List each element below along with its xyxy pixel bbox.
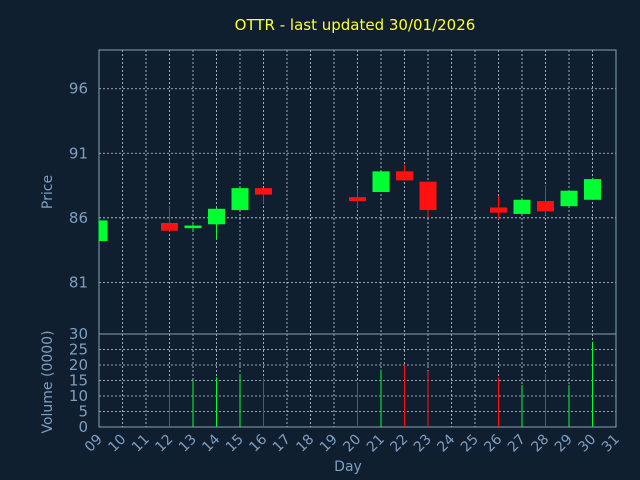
x-axis-label: Day xyxy=(334,459,362,475)
candle-body xyxy=(513,199,531,214)
x-tick-label: 25 xyxy=(458,432,482,456)
candle-body xyxy=(184,225,202,229)
candlestick xyxy=(349,188,366,208)
x-tick-label: 15 xyxy=(223,432,247,456)
volume-tick-label: 10 xyxy=(69,387,88,405)
candlestick xyxy=(208,207,225,239)
x-tick-label: 14 xyxy=(199,431,223,455)
volume-tick-label: 5 xyxy=(78,403,88,421)
candlestick xyxy=(372,171,390,192)
x-tick-label: 19 xyxy=(317,432,341,456)
x-tick-label: 29 xyxy=(552,432,576,456)
x-tick-label: 31 xyxy=(599,432,623,456)
x-tick-label: 28 xyxy=(528,432,552,456)
candlestick xyxy=(184,224,202,231)
candlestick xyxy=(255,188,272,204)
candle-body xyxy=(419,181,437,211)
x-tick-label: 23 xyxy=(411,432,435,456)
candle-body xyxy=(99,220,108,242)
candlestick xyxy=(490,195,507,220)
candle-body xyxy=(161,222,178,231)
x-tick-label: 27 xyxy=(505,432,529,456)
candlestick xyxy=(584,177,601,200)
candle-body xyxy=(255,188,272,195)
x-tick-label: 20 xyxy=(340,432,364,456)
candle-body xyxy=(208,208,225,225)
price-tick-label: 96 xyxy=(69,80,88,98)
volume-tick-label: 15 xyxy=(69,372,88,390)
candle-body xyxy=(584,179,601,200)
candle-body xyxy=(372,171,390,192)
candlestick xyxy=(537,185,554,216)
chart-title: OTTR - last updated 30/01/2026 xyxy=(235,16,476,34)
x-tick-label: 21 xyxy=(364,432,388,456)
price-tick-label: 86 xyxy=(69,209,88,227)
price-axis-label: Price xyxy=(40,175,56,209)
volume-tick-label: 0 xyxy=(78,418,88,436)
x-tick-label: 16 xyxy=(246,431,270,455)
x-tick-label: 24 xyxy=(434,431,458,455)
x-tick-label: 12 xyxy=(152,432,176,456)
candlestick xyxy=(513,199,531,214)
candlestick xyxy=(560,190,578,207)
candle-body xyxy=(560,190,578,207)
candlestick xyxy=(98,219,108,242)
candle-body xyxy=(396,171,413,181)
x-tick-label: 18 xyxy=(293,432,317,456)
x-tick-label: 17 xyxy=(270,432,294,456)
price-tick-label: 91 xyxy=(69,144,88,162)
x-tick-label: 30 xyxy=(575,432,599,456)
candle-body xyxy=(490,207,507,213)
candle-body xyxy=(231,188,249,211)
price-tick-label: 81 xyxy=(69,273,88,291)
volume-tick-label: 20 xyxy=(69,356,88,374)
x-tick-label: 22 xyxy=(387,432,411,456)
volume-tick-label: 30 xyxy=(69,325,88,343)
x-tick-label: 11 xyxy=(129,432,153,456)
candle-body xyxy=(349,197,366,202)
x-tick-label: 26 xyxy=(481,431,505,455)
x-tick-label: 10 xyxy=(105,432,129,456)
x-tick-label: 13 xyxy=(176,432,200,456)
candlestick xyxy=(419,181,437,218)
price-panel: 81 86 91 96 Price xyxy=(40,49,617,335)
volume-axis-label: Volume (0000) xyxy=(40,330,56,433)
candlestick xyxy=(161,206,178,233)
candlestick xyxy=(396,164,413,181)
candlestick xyxy=(231,188,249,211)
candle-body xyxy=(537,201,554,212)
volume-tick-label: 25 xyxy=(69,341,88,359)
